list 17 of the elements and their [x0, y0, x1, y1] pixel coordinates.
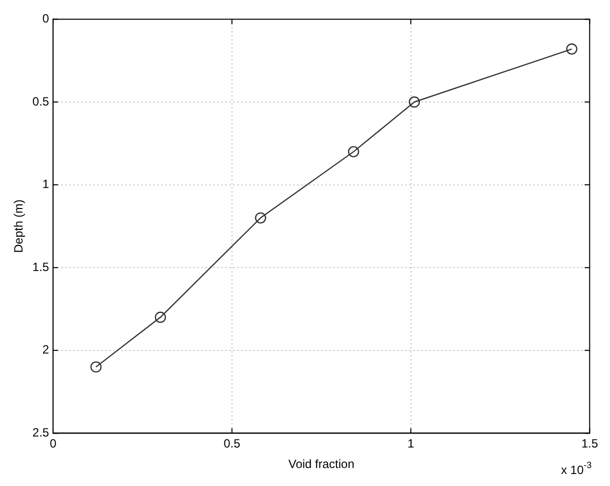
point [408, 96, 420, 108]
x-tick-label: 1.5 [581, 436, 598, 451]
y-tick-label: 1.5 [32, 260, 50, 274]
y-tick-label: 2.5 [32, 426, 50, 440]
point [348, 146, 360, 158]
x-tick-label: 1 [407, 436, 414, 451]
point [90, 361, 102, 373]
x-tick-label: 0.5 [224, 436, 241, 451]
y-tick-label: 0 [42, 12, 50, 26]
y-axis-title: Depth (m) [12, 200, 26, 253]
point [154, 312, 166, 323]
point [254, 212, 266, 224]
y-tick-label: 0.5 [32, 94, 50, 108]
point [566, 43, 578, 55]
y-tick-label: 2 [42, 342, 50, 357]
y-tick-label: 1 [42, 177, 50, 192]
x-axis-title: Void fraction [288, 457, 354, 472]
